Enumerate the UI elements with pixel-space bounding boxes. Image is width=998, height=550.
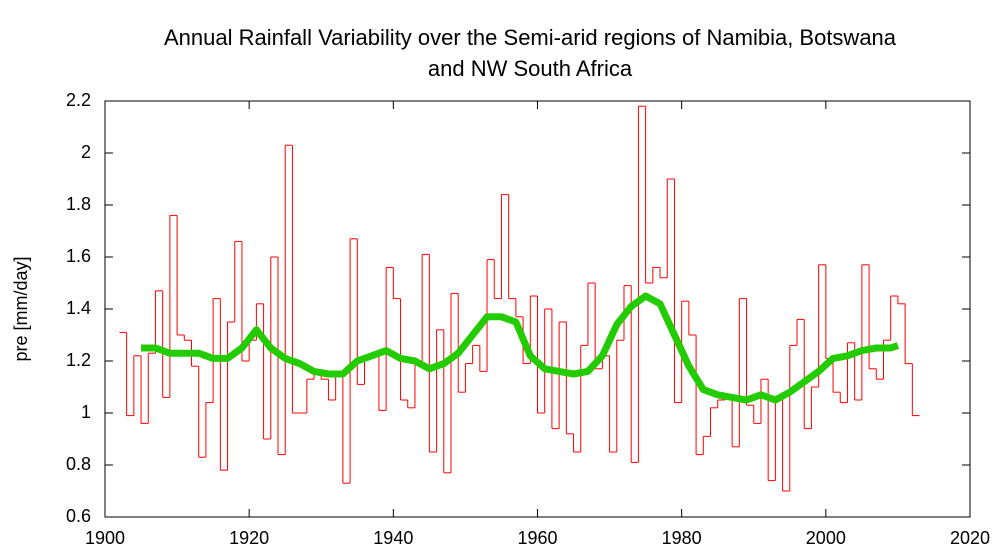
y-tick-label: 1.8: [66, 194, 91, 214]
smoothed-line: [141, 292, 900, 404]
y-tick-label: 0.6: [66, 506, 91, 526]
x-tick-label: 2000: [806, 528, 846, 548]
y-tick-label: 1.4: [66, 298, 91, 318]
y-tick-label: 1.2: [66, 350, 91, 370]
y-tick-label: 0.8: [66, 454, 91, 474]
y-tick-label: 1: [81, 402, 91, 422]
plot-frame: [104, 100, 971, 518]
x-tick-label: 2020: [950, 528, 990, 548]
x-tick-label: 1900: [85, 528, 125, 548]
chart-title: Annual Rainfall Variability over the Sem…: [163, 25, 897, 81]
y-tick-label: 1.6: [66, 246, 91, 266]
x-tick-label: 1920: [229, 528, 269, 548]
x-tick-label: 1940: [373, 528, 413, 548]
x-tick-label: 1960: [517, 528, 557, 548]
y-tick-label: 2: [81, 142, 91, 162]
x-tick-label: 1980: [662, 528, 702, 548]
y-tick-label: 2.2: [66, 90, 91, 110]
y-axis-label: pre [mm/day]: [11, 256, 31, 361]
